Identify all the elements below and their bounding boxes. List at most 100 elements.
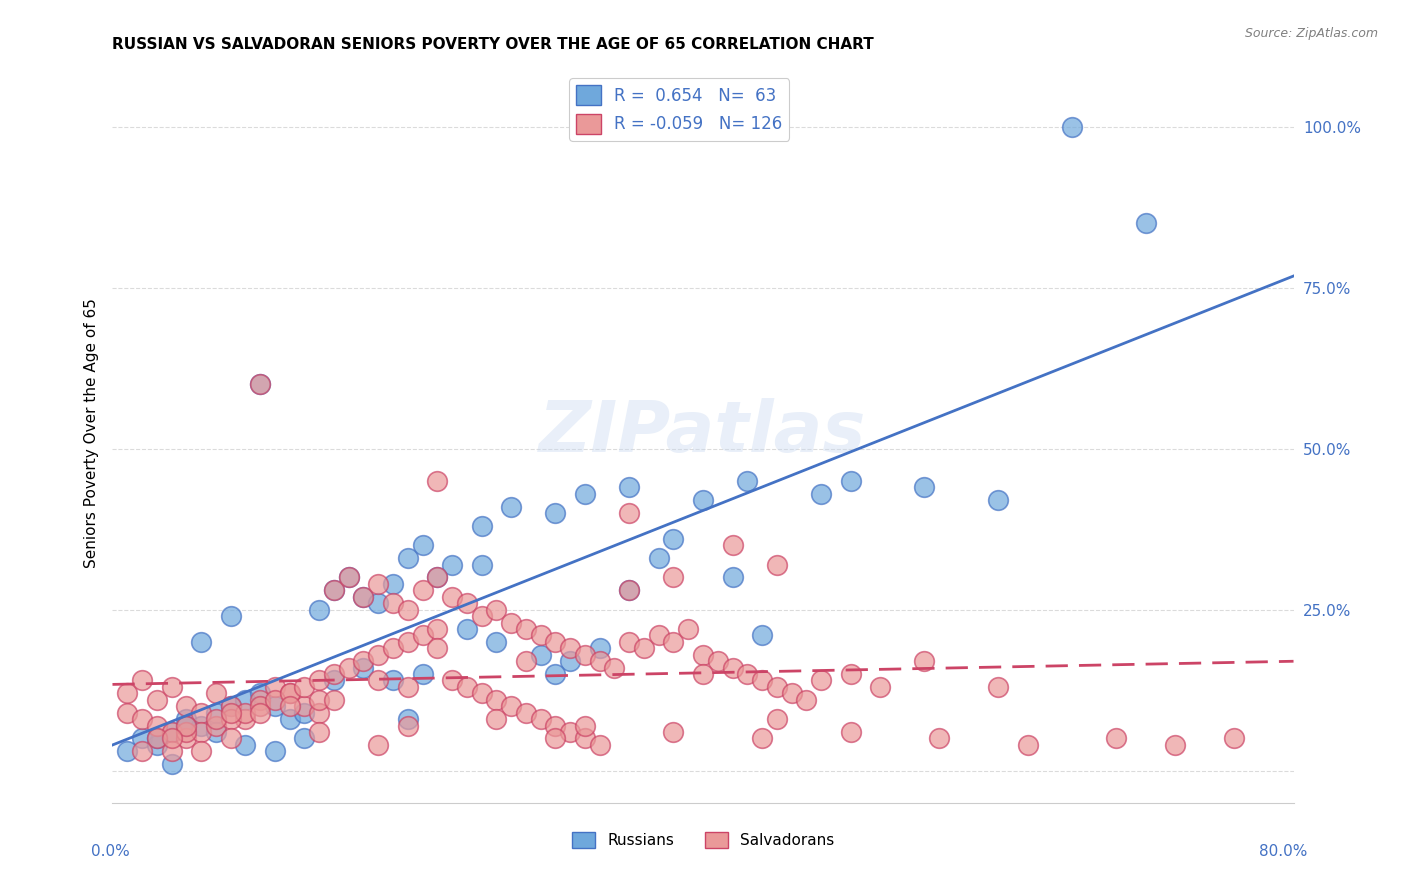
Point <box>337 570 360 584</box>
Point <box>501 699 523 714</box>
Point <box>367 673 389 688</box>
Point <box>515 622 537 636</box>
Point <box>396 602 419 616</box>
Point <box>914 480 936 494</box>
Point <box>544 635 567 649</box>
Point <box>544 718 567 732</box>
Point <box>278 686 301 700</box>
Point <box>396 718 419 732</box>
Text: RUSSIAN VS SALVADORAN SENIORS POVERTY OVER THE AGE OF 65 CORRELATION CHART: RUSSIAN VS SALVADORAN SENIORS POVERTY OV… <box>112 37 875 52</box>
Point <box>721 660 744 674</box>
Point <box>751 673 773 688</box>
Point <box>146 731 169 746</box>
Point <box>382 641 405 656</box>
Point <box>278 712 301 726</box>
Point <box>1223 731 1246 746</box>
Point <box>633 641 655 656</box>
Point <box>501 615 523 630</box>
Point <box>544 731 567 746</box>
Text: Source: ZipAtlas.com: Source: ZipAtlas.com <box>1244 27 1378 40</box>
Text: ZIPatlas: ZIPatlas <box>540 398 866 467</box>
Point <box>470 686 494 700</box>
Point <box>278 699 301 714</box>
Point <box>810 487 832 501</box>
Point <box>323 693 346 707</box>
Point <box>233 693 256 707</box>
Point <box>1135 216 1157 230</box>
Point <box>396 680 419 694</box>
Point <box>574 487 596 501</box>
Point <box>233 738 256 752</box>
Point <box>264 699 287 714</box>
Point <box>603 660 626 674</box>
Point <box>544 667 567 681</box>
Point <box>160 725 183 739</box>
Point <box>219 699 242 714</box>
Point <box>470 519 494 533</box>
Point <box>205 686 228 700</box>
Point <box>174 731 197 746</box>
Point <box>146 731 169 746</box>
Point <box>839 725 862 739</box>
Point <box>529 648 551 662</box>
Point <box>117 686 138 700</box>
Point <box>662 570 685 584</box>
Point <box>264 744 287 758</box>
Point <box>426 622 449 636</box>
Point <box>810 673 832 688</box>
Point <box>485 635 508 649</box>
Point <box>737 667 759 681</box>
Point <box>117 706 138 720</box>
Point <box>264 693 287 707</box>
Point <box>160 731 183 746</box>
Point <box>737 474 759 488</box>
Point <box>292 706 315 720</box>
Point <box>160 744 183 758</box>
Point <box>160 725 183 739</box>
Point <box>987 493 1010 508</box>
Point <box>411 538 433 552</box>
Point <box>174 718 197 732</box>
Point <box>219 731 242 746</box>
Point <box>721 538 744 552</box>
Point <box>308 673 330 688</box>
Point <box>529 712 551 726</box>
Point <box>426 641 449 656</box>
Point <box>1105 731 1128 746</box>
Point <box>485 693 508 707</box>
Point <box>588 641 610 656</box>
Point <box>396 635 419 649</box>
Point <box>558 654 582 668</box>
Point <box>588 654 610 668</box>
Point <box>382 577 405 591</box>
Point <box>914 654 936 668</box>
Point <box>219 699 242 714</box>
Point <box>558 725 582 739</box>
Point <box>515 654 537 668</box>
Point <box>529 628 551 642</box>
Point <box>308 693 330 707</box>
Point <box>249 706 271 720</box>
Point <box>796 693 818 707</box>
Y-axis label: Seniors Poverty Over the Age of 65: Seniors Poverty Over the Age of 65 <box>83 298 98 567</box>
Point <box>441 590 464 604</box>
Point <box>751 731 773 746</box>
Point <box>249 693 271 707</box>
Point <box>233 706 256 720</box>
Point <box>323 583 346 598</box>
Point <box>662 532 685 546</box>
Text: 80.0%: 80.0% <box>1260 845 1308 859</box>
Point <box>337 660 360 674</box>
Point <box>190 725 212 739</box>
Point <box>292 731 315 746</box>
Point <box>619 506 641 520</box>
Point <box>426 570 449 584</box>
Point <box>928 731 950 746</box>
Point <box>647 628 671 642</box>
Point <box>456 596 478 610</box>
Point <box>131 712 153 726</box>
Point <box>619 583 641 598</box>
Point <box>869 680 891 694</box>
Point <box>692 648 714 662</box>
Point <box>426 474 449 488</box>
